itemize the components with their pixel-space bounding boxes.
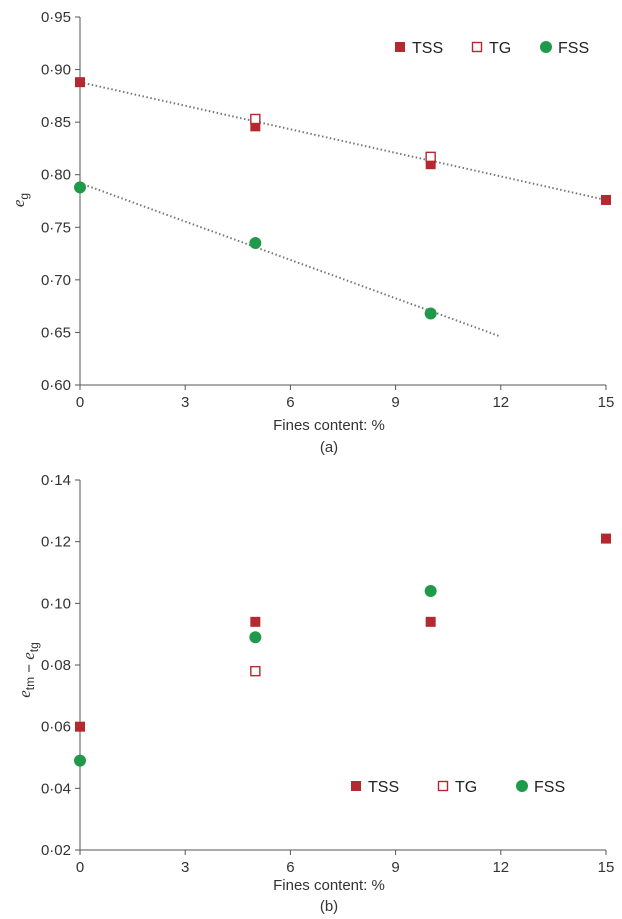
x-tick-label: 0 <box>76 394 84 411</box>
legend-label-tss: TSS <box>368 779 399 796</box>
y-tick-label: 0·95 <box>41 9 71 26</box>
x-tick-label: 6 <box>286 394 294 411</box>
x-tick-label: 3 <box>181 859 189 876</box>
trend-line <box>79 182 502 338</box>
y-tick-label: 0·04 <box>41 780 71 797</box>
data-point-tss <box>425 616 436 627</box>
data-point-tss <box>250 616 261 627</box>
x-tick-label: 9 <box>391 859 399 876</box>
x-tick-label: 15 <box>598 394 615 411</box>
chart-panel-b: 0·02 0·04 0·06 0·08 0·10 0·12 0·14 0 3 6 9 12 15 Fine… <box>15 472 614 915</box>
y-tick-label: 0·08 <box>41 657 71 674</box>
y-tick-label: 0·75 <box>41 219 71 236</box>
y-axis-title: etm − etg <box>15 642 41 698</box>
y-tick-label: 0·06 <box>41 719 71 736</box>
legend-marker-fss <box>516 780 528 792</box>
y-tick-label: 0·14 <box>41 472 71 489</box>
data-point-tg <box>250 113 261 125</box>
panel-caption: (b) <box>320 898 338 915</box>
x-tick-label: 6 <box>286 859 294 876</box>
legend-marker-tg <box>437 780 449 792</box>
x-tick-label: 12 <box>492 859 509 876</box>
legend-label-tss: TSS <box>412 40 443 57</box>
data-point-tg <box>250 665 261 677</box>
legend-marker-fss <box>540 41 552 53</box>
data-point-fss <box>424 307 437 320</box>
legend-label-tg: TG <box>489 40 511 57</box>
y-tick-label: 0·12 <box>41 534 71 551</box>
data-point-tss <box>601 194 611 205</box>
x-tick-label: 12 <box>492 394 509 411</box>
data-point-fss <box>424 585 437 597</box>
y-tick-label: 0·02 <box>41 842 71 859</box>
y-tick-label: 0·60 <box>41 377 71 394</box>
x-axis-title: Fines content: % <box>273 877 385 894</box>
y-tick-label: 0·85 <box>41 114 71 131</box>
x-tick-label: 0 <box>76 859 84 876</box>
legend-marker-tg <box>471 41 483 53</box>
data-point-fss <box>74 181 86 194</box>
x-tick-label: 9 <box>391 394 399 411</box>
data-point-fss <box>249 237 262 250</box>
data-point-tss <box>601 533 611 544</box>
data-point-tg <box>425 151 436 163</box>
data-point-fss <box>249 631 262 644</box>
y-tick-label: 0·90 <box>41 62 71 79</box>
legend-label-tg: TG <box>455 779 477 796</box>
legend-label-fss: FSS <box>558 40 589 57</box>
y-tick-label: 0·10 <box>41 595 71 612</box>
data-point-fss <box>74 754 86 767</box>
panel-caption: (a) <box>320 439 338 456</box>
y-tick-label: 0·70 <box>41 272 71 289</box>
data-point-tss <box>75 721 85 732</box>
y-tick-label: 0·65 <box>41 324 71 341</box>
legend-marker-tss <box>351 781 361 791</box>
y-axis-title: eg <box>9 193 31 207</box>
legend-label-fss: FSS <box>534 779 565 796</box>
x-axis-title: Fines content: % <box>273 417 385 434</box>
data-point-tss <box>75 77 85 88</box>
x-tick-label: 3 <box>181 394 189 411</box>
data-point-tss <box>425 159 436 170</box>
chart-panel-a: 0·60 0·65 0·70 0·75 0·80 0·85 0·90 0·95 0 3 6 9 12 15… <box>9 9 614 456</box>
x-tick-label: 15 <box>598 859 615 876</box>
data-point-tss <box>250 121 261 132</box>
trend-line <box>79 81 607 201</box>
y-tick-label: 0·80 <box>41 167 71 184</box>
legend-marker-tss <box>395 42 405 52</box>
